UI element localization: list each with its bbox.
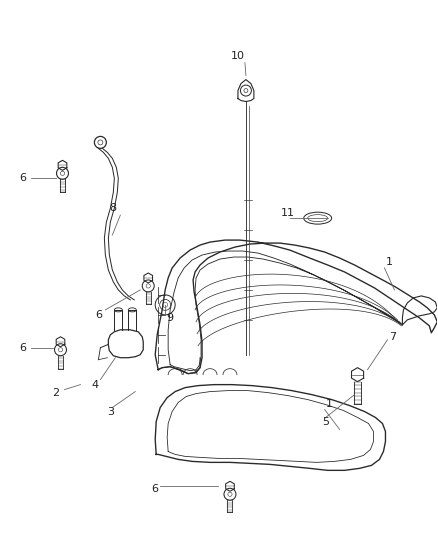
Text: 9: 9 — [166, 313, 174, 323]
Text: 5: 5 — [322, 416, 329, 426]
Text: 2: 2 — [52, 387, 59, 398]
Text: 10: 10 — [231, 51, 245, 61]
Text: 6: 6 — [152, 484, 159, 494]
Text: 8: 8 — [109, 203, 116, 213]
Text: 6: 6 — [19, 173, 26, 183]
Text: 4: 4 — [92, 379, 99, 390]
Text: 7: 7 — [389, 332, 396, 342]
Text: 6: 6 — [95, 310, 102, 320]
Text: 6: 6 — [19, 343, 26, 353]
Text: 11: 11 — [281, 208, 295, 218]
Text: 1: 1 — [386, 257, 393, 267]
Text: 1: 1 — [326, 399, 333, 409]
Text: 3: 3 — [107, 407, 114, 416]
